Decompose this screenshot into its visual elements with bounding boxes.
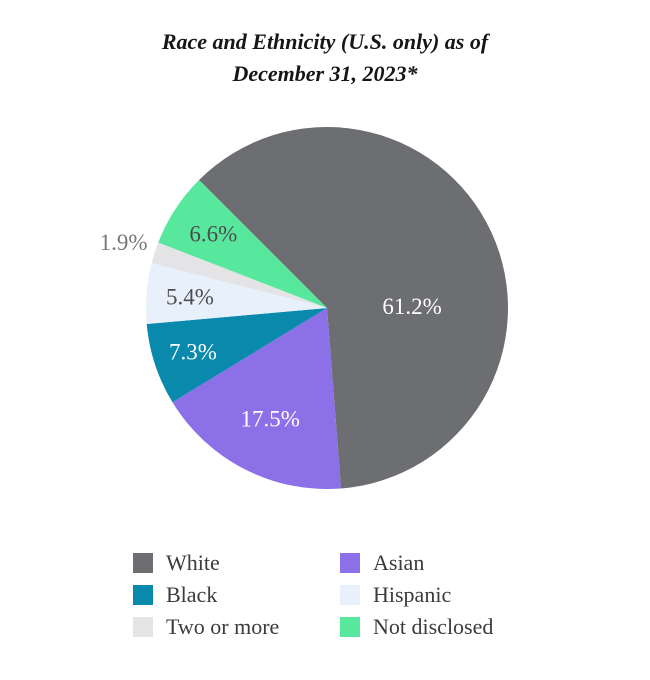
legend-label-white: White	[166, 550, 220, 575]
legend-swatch-two-or-more	[133, 617, 153, 637]
legend-label-hispanic: Hispanic	[373, 582, 452, 607]
legend-item-not-disclosed: Not disclosed	[340, 614, 590, 640]
chart-title-line1: Race and Ethnicity (U.S. only) as of	[161, 29, 489, 54]
pie-slice-black	[146, 308, 327, 403]
pie-label-hispanic: 5.4%	[166, 284, 214, 309]
legend-swatch-white	[133, 553, 153, 573]
pie-label-not-disclosed: 6.6%	[189, 221, 237, 246]
chart-title-line2: December 31, 2023*	[232, 61, 418, 86]
legend: White Asian Black Hispanic Two or more Not di…	[133, 547, 590, 643]
legend-label-two-or-more: Two or more	[166, 614, 280, 639]
pie-label-asian: 17.5%	[240, 407, 299, 432]
legend-item-hispanic: Hispanic	[340, 582, 590, 608]
legend-label-asian: Asian	[373, 550, 425, 575]
pie-slice-asian	[172, 308, 342, 489]
legend-swatch-asian	[340, 553, 360, 573]
pie-label-white: 61.2%	[382, 294, 441, 319]
pie-chart: 61.2% 17.5% 7.3% 5.4% 1.9% 6.6%	[100, 126, 508, 489]
legend-label-not-disclosed: Not disclosed	[373, 614, 494, 639]
legend-swatch-black	[133, 585, 153, 605]
chart-title: Race and Ethnicity (U.S. only) as of Dec…	[0, 26, 650, 90]
legend-item-black: Black	[133, 582, 340, 608]
pie-slice-white	[199, 126, 508, 489]
pie-label-black: 7.3%	[169, 340, 217, 365]
legend-label-black: Black	[166, 582, 218, 607]
pie-slice-two-or-more	[151, 242, 327, 308]
legend-swatch-hispanic	[340, 585, 360, 605]
legend-swatch-not-disclosed	[340, 617, 360, 637]
legend-item-white: White	[133, 550, 340, 576]
pie-label-two-or-more: 1.9%	[100, 230, 148, 255]
pie-slice-hispanic	[145, 263, 327, 325]
pie-slice-not-disclosed	[158, 180, 327, 308]
legend-item-asian: Asian	[340, 550, 590, 576]
legend-item-two-or-more: Two or more	[133, 614, 340, 640]
